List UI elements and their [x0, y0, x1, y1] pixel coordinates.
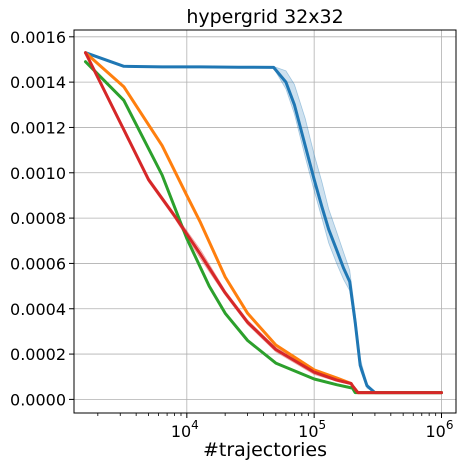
x-tick-exponent: 5 [319, 418, 327, 432]
series-0-line [84, 51, 443, 395]
y-tick-label: 0.0000 [10, 390, 66, 409]
series-3-band [85, 52, 442, 393]
y-tick-label: 0.0004 [10, 300, 66, 319]
x-tick-base: 10 [171, 422, 191, 441]
x-tick-base: 10 [425, 422, 445, 441]
y-tick-label: 0.0010 [10, 164, 66, 183]
chart-title: hypergrid 32x32 [186, 6, 343, 28]
y-tick-label: 0.0008 [10, 209, 66, 228]
series-0-band [85, 52, 442, 393]
y-tick-label: 0.0016 [10, 28, 66, 47]
y-tick-label: 0.0002 [10, 345, 66, 364]
x-tick-base: 10 [298, 422, 318, 441]
y-tick-label: 0.0006 [10, 254, 66, 273]
y-tick-label: 0.0012 [10, 118, 66, 137]
series-3-line [84, 51, 443, 395]
x-tick-label: 105 [298, 418, 326, 441]
grid-layer [74, 30, 456, 413]
series-layer [84, 51, 443, 395]
tick-layer: 0.0000 0.0002 0.0004 0.0006 0.0008 0.0010 0.00… [10, 28, 453, 441]
x-tick-label: 106 [425, 418, 453, 441]
x-tick-exponent: 4 [191, 418, 199, 432]
y-tick-label: 0.0014 [10, 73, 66, 92]
x-tick-label: 104 [171, 418, 199, 441]
series-1-line [84, 51, 443, 395]
x-axis-label: #trajectories [203, 439, 327, 461]
x-tick-exponent: 6 [446, 418, 454, 432]
plot-frame [73, 29, 457, 414]
band-layer [85, 52, 442, 393]
